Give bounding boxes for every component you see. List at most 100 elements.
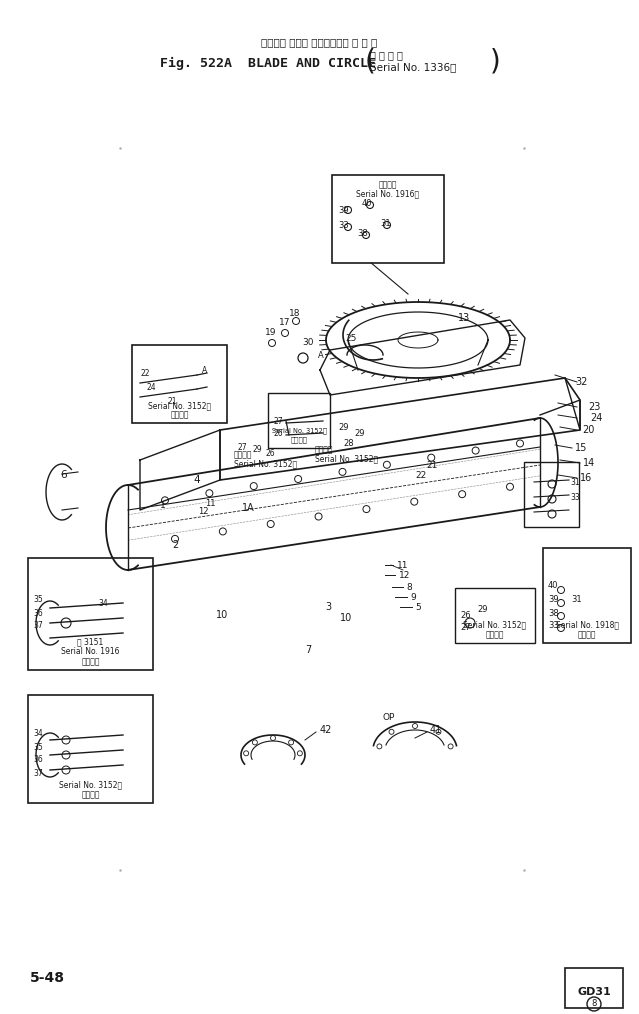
Text: 21: 21 — [167, 396, 176, 406]
Text: 適用号機: 適用号機 — [315, 445, 334, 454]
Text: 適用号機: 適用号機 — [486, 631, 504, 640]
Text: 24: 24 — [590, 413, 603, 423]
Text: 29: 29 — [354, 429, 364, 437]
Text: 22: 22 — [140, 368, 150, 377]
Text: Serial No. 1336～: Serial No. 1336～ — [370, 62, 456, 72]
Text: 11: 11 — [205, 499, 215, 507]
Text: 10: 10 — [340, 613, 352, 623]
Text: 29: 29 — [252, 444, 261, 453]
Text: 41: 41 — [430, 725, 442, 735]
Text: 21: 21 — [426, 460, 437, 469]
Text: 26: 26 — [460, 611, 471, 621]
Bar — [332, 175, 444, 263]
Text: 19: 19 — [265, 328, 276, 337]
Text: GD31: GD31 — [577, 987, 611, 997]
Bar — [132, 345, 227, 423]
Text: 10: 10 — [216, 610, 228, 620]
Text: 31: 31 — [570, 478, 580, 487]
Text: 25: 25 — [345, 334, 357, 343]
Text: OP: OP — [382, 714, 394, 723]
Text: 42: 42 — [320, 725, 332, 735]
Text: 36: 36 — [33, 608, 43, 618]
Text: 33: 33 — [338, 220, 349, 229]
Text: 33: 33 — [548, 622, 558, 631]
Bar — [543, 548, 631, 643]
Text: 17: 17 — [279, 317, 290, 327]
Text: 8: 8 — [591, 1000, 597, 1009]
Text: 36: 36 — [33, 755, 43, 765]
Text: 適用号機: 適用号機 — [170, 411, 189, 420]
Text: 39: 39 — [548, 595, 558, 604]
Text: 3: 3 — [325, 602, 331, 612]
Text: 29: 29 — [338, 423, 348, 432]
Text: 14: 14 — [583, 458, 596, 468]
Text: Serial No. 3152～: Serial No. 3152～ — [272, 428, 327, 434]
Text: Serial No. 3152～: Serial No. 3152～ — [234, 459, 297, 468]
Text: 31: 31 — [380, 218, 390, 227]
Text: 26: 26 — [265, 448, 275, 457]
Text: Serial No. 3152～: Serial No. 3152～ — [59, 781, 122, 790]
Text: A: A — [318, 351, 324, 360]
Text: 15: 15 — [575, 443, 587, 453]
Text: 40: 40 — [548, 581, 558, 590]
Text: 1A: 1A — [242, 503, 255, 513]
Text: 32: 32 — [575, 377, 587, 387]
Bar — [268, 393, 330, 448]
Text: 29: 29 — [477, 605, 488, 614]
Bar — [565, 968, 623, 1008]
Text: 20: 20 — [582, 425, 594, 435]
Text: Fig. 522A  BLADE AND CIRCLE: Fig. 522A BLADE AND CIRCLE — [160, 57, 376, 70]
Bar — [455, 588, 535, 643]
Text: 39: 39 — [338, 206, 349, 215]
Text: 8: 8 — [406, 582, 412, 591]
Text: 37: 37 — [33, 622, 43, 631]
Text: A: A — [202, 365, 207, 374]
Text: 6: 6 — [60, 470, 66, 480]
Text: 38: 38 — [548, 609, 558, 619]
Text: 37: 37 — [33, 769, 43, 778]
Text: 40: 40 — [362, 199, 373, 208]
Text: 34: 34 — [33, 728, 43, 737]
Bar — [524, 462, 579, 527]
Text: ): ) — [490, 47, 501, 75]
Text: Serial No. 1918～: Serial No. 1918～ — [555, 621, 619, 630]
Text: 12: 12 — [399, 571, 410, 579]
Text: 7: 7 — [305, 645, 311, 655]
Text: 27: 27 — [460, 624, 471, 633]
Text: 適用号機: 適用号機 — [234, 450, 252, 459]
Text: 18: 18 — [288, 308, 300, 317]
Text: 27: 27 — [273, 417, 282, 426]
Text: 適 用 号 機: 適 用 号 機 — [370, 50, 403, 60]
Text: Serial No. 3152～: Serial No. 3152～ — [463, 621, 527, 630]
Text: Serial No. 3152～: Serial No. 3152～ — [148, 402, 211, 411]
Text: 23: 23 — [588, 402, 601, 412]
Text: 適用号機: 適用号機 — [578, 631, 596, 640]
Text: 33: 33 — [570, 493, 580, 502]
Bar — [28, 558, 153, 670]
Text: 13: 13 — [458, 313, 470, 323]
Text: 5-48: 5-48 — [30, 971, 65, 985]
Text: 適用号機: 適用号機 — [81, 657, 100, 666]
Text: 24: 24 — [146, 382, 156, 391]
Text: 2: 2 — [172, 540, 178, 550]
Text: 12: 12 — [198, 507, 208, 515]
Text: 35: 35 — [33, 742, 43, 751]
Text: ブレード および サークル（適 用 号 機: ブレード および サークル（適 用 号 機 — [261, 37, 377, 47]
Text: 11: 11 — [397, 561, 408, 570]
Text: 4: 4 — [193, 475, 199, 485]
Text: 5: 5 — [415, 602, 420, 611]
Text: Serial No. 1916: Serial No. 1916 — [61, 648, 119, 656]
Text: 1: 1 — [160, 501, 166, 509]
Text: 31: 31 — [571, 595, 581, 604]
Text: 適用号機: 適用号機 — [379, 180, 397, 190]
Text: 9: 9 — [410, 592, 416, 601]
Text: (: ( — [365, 47, 376, 75]
Text: 27: 27 — [237, 442, 247, 451]
Bar — [28, 695, 153, 803]
Text: 16: 16 — [580, 473, 592, 483]
Text: 適用号機: 適用号機 — [81, 791, 100, 799]
Text: 26: 26 — [273, 429, 282, 437]
Text: Serial No. 3152～: Serial No. 3152～ — [315, 454, 378, 463]
Text: 35: 35 — [33, 595, 43, 604]
Text: 38: 38 — [357, 228, 368, 237]
